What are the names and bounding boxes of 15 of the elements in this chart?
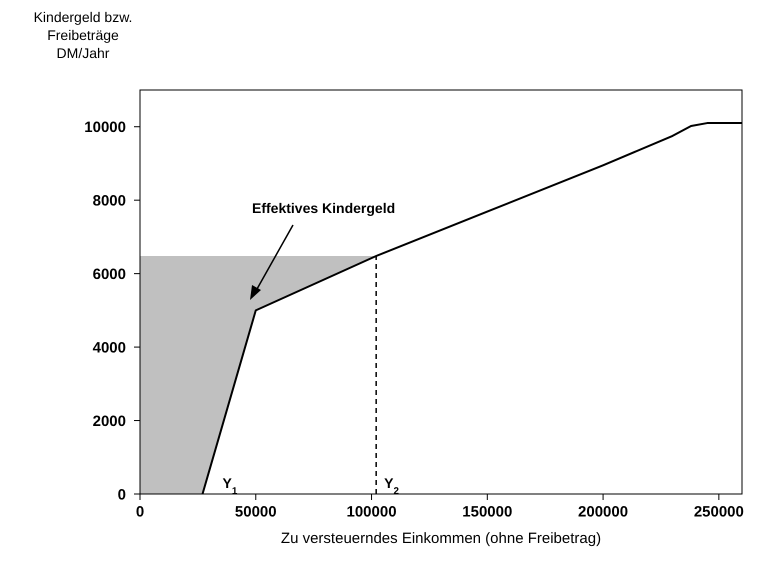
- annotation: Effektives Kindergeld: [252, 200, 396, 216]
- y-tick-label: 10000: [84, 119, 126, 136]
- x-tick-label: 50000: [234, 504, 277, 521]
- y-tick-label: 2000: [92, 412, 126, 430]
- x-tick-label: 200000: [578, 504, 628, 521]
- x-tick-label: 150000: [462, 504, 512, 521]
- y-tick-label: 4000: [92, 339, 126, 356]
- x-tick-label: 250000: [694, 504, 744, 521]
- y-axis-title: Kindergeld bzw. Freibeträge DM/Jahr: [32, 8, 134, 62]
- y-tick-label: 0: [118, 486, 126, 504]
- x-axis-title: Zu versteuerndes Einkommen (ohne Freibetrag): [280, 530, 602, 547]
- x-tick-label: 0: [136, 504, 144, 521]
- y-tick-label: 6000: [92, 266, 126, 283]
- y-tick-label: 8000: [92, 192, 126, 210]
- x-tick-label: 100000: [346, 504, 397, 521]
